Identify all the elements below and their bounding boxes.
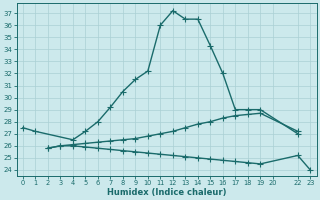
- X-axis label: Humidex (Indice chaleur): Humidex (Indice chaleur): [107, 188, 226, 197]
